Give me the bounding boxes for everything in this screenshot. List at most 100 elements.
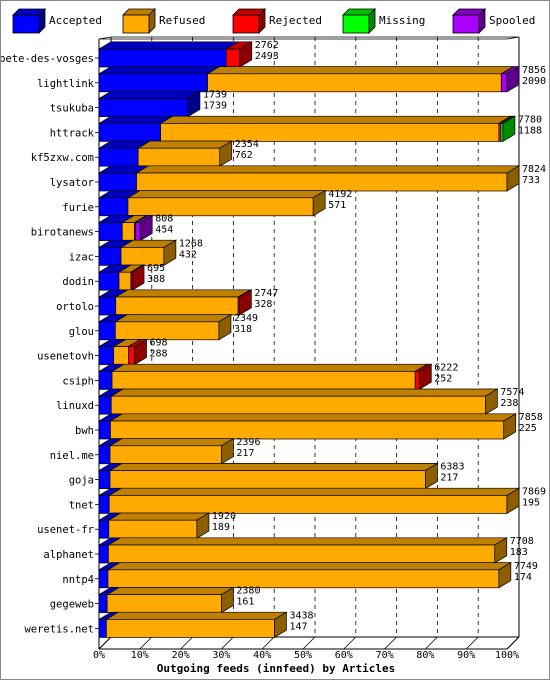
value-total-dodin: 695 (147, 263, 165, 274)
bar-lightlink-refused-top (206, 66, 515, 75)
bar-usenetovh-refused (113, 346, 129, 365)
bar-alphanet-refused-top (107, 537, 509, 546)
row-label-httrack: httrack (50, 127, 95, 139)
bar-nntp4-accepted (98, 569, 109, 589)
x-tick-label-70: 70% (376, 650, 394, 661)
bar-usenet-fr-refused-top (107, 512, 211, 521)
legend-label-rejected: Rejected (269, 14, 322, 27)
legend-swatch-accepted (12, 14, 40, 34)
row-label-birotanews: birotanews (31, 227, 94, 239)
bar-glou-side (218, 313, 232, 341)
value-accepted-csiph: 252 (434, 373, 452, 384)
bar-lightlink-accepted (98, 73, 208, 93)
floor-tick-100 (506, 636, 520, 650)
row-label-niel-me: niel.me (50, 450, 94, 462)
bar-weretis-net-refused-top (105, 611, 288, 620)
bar-lysator-refused (136, 172, 508, 192)
bar-nntp4-refused (107, 569, 500, 589)
bar-usenetovh-accepted (98, 346, 115, 365)
value-accepted-gegeweb: 161 (236, 597, 254, 608)
bar-lightlink-side (506, 65, 520, 93)
row-label-kf5zxw-com: kf5zxw.com (31, 152, 94, 164)
bar-furie-accepted (98, 197, 129, 217)
value-accepted-weretis-net: 147 (289, 621, 307, 632)
bar-birotanews-accepted (98, 222, 123, 241)
bar-bwh-side (503, 413, 517, 440)
value-accepted-kf5zxw-com: 762 (235, 150, 253, 161)
row-label-lysator: lysator (50, 177, 94, 189)
row-label-bwh: bwh (75, 425, 94, 437)
x-axis-title: Outgoing feeds (innfeed) by Articles (157, 662, 395, 675)
bar-httrack-refused-top (159, 115, 513, 124)
x-tick-label-40: 40% (253, 650, 271, 661)
row-label-lightlink: lightlink (37, 78, 95, 90)
bar-usenetovh-rejected (128, 346, 135, 365)
floor-tick-90 (465, 636, 479, 650)
value-accepted-usenetovh: 288 (149, 349, 167, 360)
value-accepted-goja: 217 (440, 473, 458, 484)
bar-izac-side (163, 239, 177, 267)
row-label-furie: furie (62, 202, 94, 214)
bar-linuxd-accepted (98, 395, 112, 415)
bar-usenet-fr-accepted (98, 519, 110, 539)
floor-tick-60 (343, 636, 357, 650)
legend-swatch-rejected (232, 14, 260, 34)
bar-niel-me-side (221, 437, 234, 465)
bar-httrack-side (502, 115, 516, 143)
bar-alphanet-accepted (98, 544, 109, 564)
value-total-lysator: 7824 (522, 164, 546, 175)
bar-gegeweb-side (221, 586, 234, 614)
bar-linuxd-refused-top (109, 388, 499, 397)
value-total-weretis-net: 3438 (289, 610, 313, 621)
bar-tsukuba-side (187, 90, 201, 118)
bar-lightlink-spooled (500, 73, 508, 93)
value-accepted-linuxd: 238 (500, 398, 518, 409)
row-label-bete-des-vosges: bete-des-vosges (1, 53, 94, 65)
value-total-glou: 2349 (234, 313, 258, 324)
bar-kf5zxw-com-side (219, 140, 233, 167)
row-label-glou: glou (69, 326, 94, 338)
bar-tnet-refused (108, 495, 508, 514)
bar-httrack-accepted (98, 123, 161, 142)
bar-lightlink-refused (207, 73, 502, 93)
row-label-tnet: tnet (69, 499, 94, 511)
bar-glou-accepted (98, 321, 116, 341)
x-tick-label-10: 10% (131, 650, 149, 661)
value-accepted-tsukuba: 1739 (203, 101, 227, 112)
value-total-ortolo: 2747 (254, 288, 278, 299)
bar-birotanews-spooled (135, 222, 141, 241)
bar-goja-refused-top (108, 463, 439, 471)
bar-usenetovh-side (134, 338, 147, 366)
floor-tick-10 (139, 636, 153, 650)
bar-birotanews-side (139, 214, 153, 242)
x-tick-label-60: 60% (335, 650, 353, 661)
value-total-tsukuba: 1739 (203, 90, 227, 101)
bar-nntp4-side (498, 561, 512, 589)
value-total-birotanews: 808 (155, 214, 173, 225)
bar-bete-des-vosges-side (239, 41, 253, 68)
legend-label-missing: Missing (379, 14, 425, 27)
row-label-dodin: dodin (62, 276, 94, 288)
x-tick-label-30: 30% (212, 650, 230, 661)
bar-bwh-refused (110, 420, 505, 440)
bar-weretis-net-side (274, 611, 287, 639)
bar-birotanews-refused (121, 222, 135, 241)
bar-csiph-rejected (414, 371, 420, 390)
legend-label-spooled: Spooled (489, 14, 535, 27)
bar-tsukuba-accepted (98, 98, 189, 117)
value-total-httrack: 7780 (518, 114, 542, 125)
bar-weretis-net-accepted (98, 619, 107, 638)
x-tick-label-90: 90% (457, 650, 475, 661)
bar-izac-accepted (98, 247, 122, 266)
value-accepted-bete-des-vosges: 2493 (255, 51, 279, 62)
legend-swatch-spooled (452, 14, 480, 34)
bar-bete-des-vosges-accepted (98, 48, 227, 68)
bar-usenet-fr-refused (108, 519, 198, 539)
row-label-goja: goja (69, 475, 94, 487)
bar-furie-side (312, 189, 326, 217)
bar-goja-refused (109, 470, 426, 489)
value-accepted-furie: 571 (328, 200, 346, 211)
value-accepted-usenet-fr: 189 (212, 522, 230, 533)
